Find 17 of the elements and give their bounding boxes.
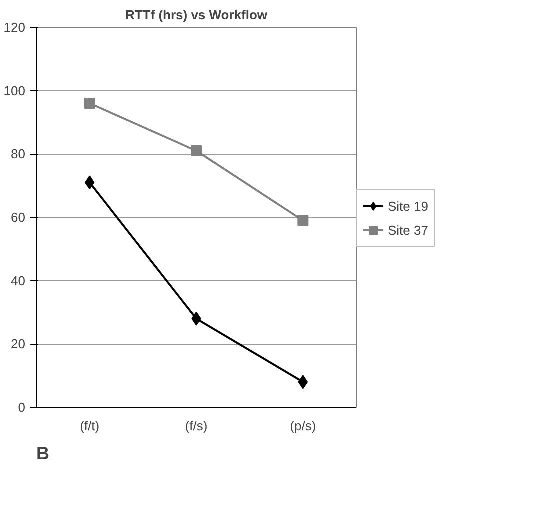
- y-tick-label: 60: [11, 210, 26, 225]
- x-tick-label: (p/s): [290, 418, 316, 434]
- point: [84, 98, 96, 109]
- legend-label: Site 37: [388, 222, 428, 238]
- text: B: [36, 444, 50, 464]
- y-tick-label: 120: [4, 20, 26, 35]
- point: [191, 146, 202, 156]
- y-tick-label: 0: [18, 400, 26, 415]
- legend-label: Site 19: [388, 198, 428, 214]
- y-tick-label: 80: [11, 146, 26, 162]
- chart-title: RTTf (hrs) vs Workflow: [125, 8, 268, 22]
- x-tick-label: (f/s): [185, 418, 208, 434]
- y-tick-label: 100: [4, 83, 26, 98]
- point: [298, 215, 309, 226]
- y-tick-label: 40: [11, 273, 26, 288]
- x-tick-label: (f/t): [80, 418, 100, 434]
- y-tick-label: 20: [11, 336, 26, 352]
